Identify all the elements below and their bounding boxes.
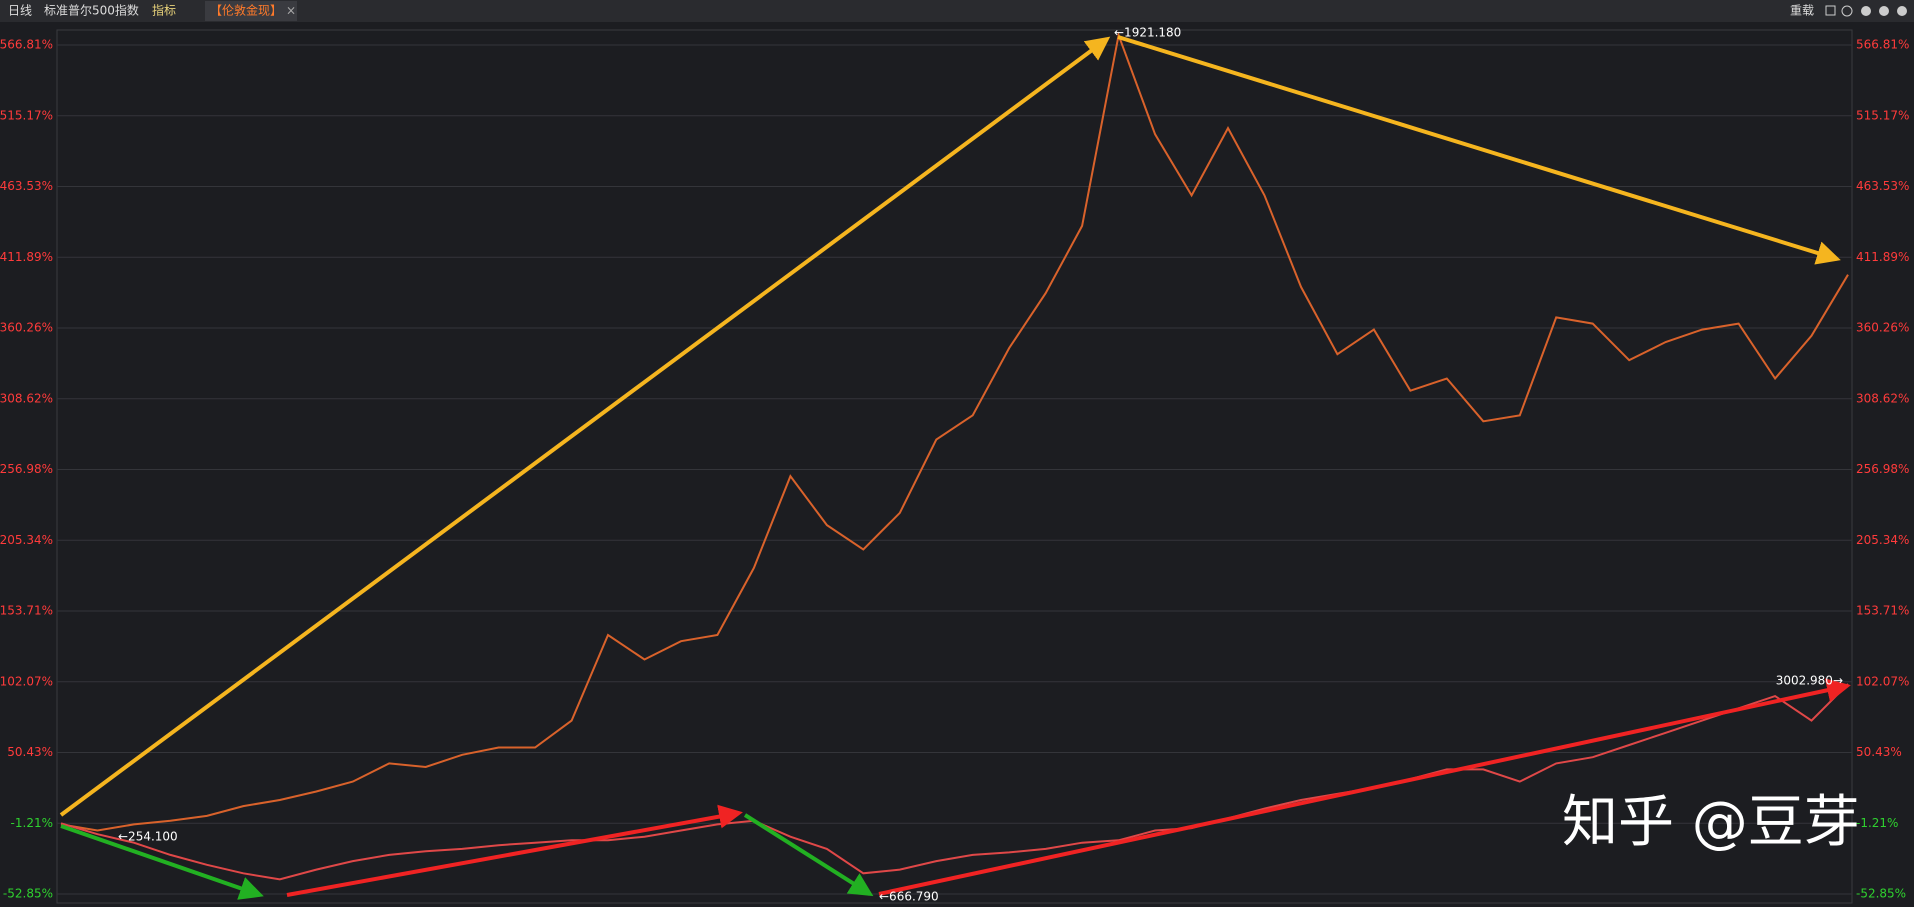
y-tick-label: 566.81% — [0, 38, 53, 52]
y2-tick-label: 102.07% — [1856, 674, 1909, 688]
low-annotation: ←254.100 — [118, 830, 178, 844]
compare-tab[interactable]: 【伦敦金现】 — [210, 3, 282, 18]
series-line — [60, 683, 1849, 881]
y2-tick-label: -1.21% — [1856, 816, 1898, 830]
trend-arrows — [59, 35, 1851, 900]
y-tick-label: 50.43% — [7, 745, 53, 759]
y2-tick-label: 463.53% — [1856, 179, 1909, 193]
toolbar — [0, 0, 1914, 22]
y-tick-label: 463.53% — [0, 179, 53, 193]
y2-tick-label: 566.81% — [1856, 38, 1909, 52]
reload-button[interactable]: 重载 — [1790, 4, 1814, 18]
series-line — [60, 31, 1849, 832]
series-lines — [60, 31, 1849, 881]
close-tab[interactable]: × — [286, 4, 296, 18]
y2-tick-label: 515.17% — [1856, 108, 1909, 122]
indicator-menu[interactable]: 指标 — [152, 3, 176, 18]
y2-tick-label: 205.34% — [1856, 533, 1909, 547]
y-tick-label: 411.89% — [0, 250, 53, 264]
y2-tick-label: 50.43% — [1856, 745, 1902, 759]
index-name[interactable]: 标准普尔500指数 — [44, 3, 139, 18]
y-tick-label: 102.07% — [0, 674, 53, 688]
y-tick-label: 153.71% — [0, 604, 53, 618]
watermark: 知乎 @豆芽 — [1562, 790, 1860, 855]
y2-tick-label: 256.98% — [1856, 462, 1909, 476]
y2-tick-label: 411.89% — [1856, 250, 1909, 264]
y-tick-label: -52.85% — [3, 887, 53, 901]
window-icons — [1825, 5, 1907, 17]
y-tick-label: 205.34% — [0, 533, 53, 547]
y-tick-label: -1.21% — [11, 816, 53, 830]
y2-tick-label: 308.62% — [1856, 391, 1909, 405]
y-tick-label: 360.26% — [0, 321, 53, 335]
y2-tick-label: 360.26% — [1856, 321, 1909, 335]
period-tab[interactable]: 日线 — [8, 4, 32, 18]
tab-bg — [205, 1, 297, 21]
last-annotation: 3002.980→ — [1776, 674, 1843, 688]
y-tick-label: 515.17% — [0, 108, 53, 122]
y-tick-label: 308.62% — [0, 391, 53, 405]
y-tick-label: 256.98% — [0, 462, 53, 476]
low2-annotation: ←666.790 — [879, 890, 939, 904]
peak-annotation: ←1921.180 — [1114, 26, 1181, 40]
plot-frame — [56, 29, 1853, 904]
y2-tick-label: -52.85% — [1856, 887, 1906, 901]
y2-tick-label: 153.71% — [1856, 604, 1909, 618]
grid — [57, 44, 1852, 895]
